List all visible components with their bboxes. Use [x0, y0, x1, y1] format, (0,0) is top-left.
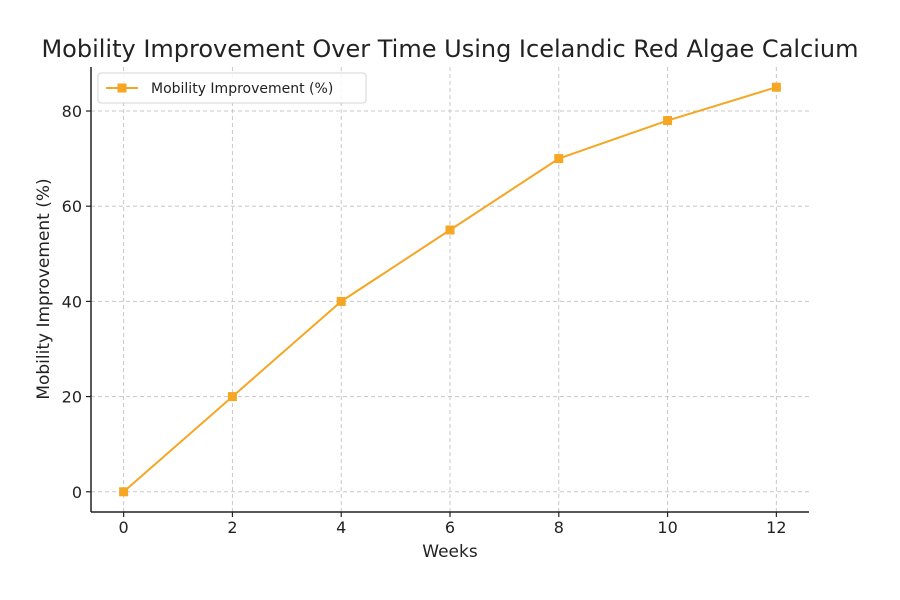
data-point — [336, 296, 346, 306]
legend-box — [97, 72, 367, 104]
y-tick-label: 60 — [62, 197, 82, 216]
data-point — [771, 82, 781, 92]
y-tick-label: 80 — [62, 102, 82, 121]
y-axis-label: Mobility Improvement (%) — [34, 178, 54, 399]
data-point — [445, 225, 455, 235]
y-tick-label: 20 — [62, 388, 82, 407]
x-tick-label: 4 — [336, 518, 346, 537]
x-tick-label: 2 — [227, 518, 237, 537]
series — [119, 82, 781, 497]
x-tick-label: 0 — [119, 518, 129, 537]
x-tick-label: 8 — [554, 518, 564, 537]
x-tick-label: 12 — [766, 518, 786, 537]
x-tick-label: 10 — [657, 518, 677, 537]
data-point — [227, 392, 237, 402]
data-point — [554, 154, 564, 164]
legend-marker — [117, 83, 127, 93]
y-tick-label: 40 — [62, 292, 82, 311]
legend-label: Mobility Improvement (%) — [151, 81, 333, 97]
tick-labels: 0 2 4 6 8 10 12 0 20 40 60 80 — [62, 102, 787, 537]
legend: Mobility Improvement (%) — [97, 72, 367, 104]
x-axis-label: Weeks — [422, 542, 478, 562]
axes — [86, 67, 809, 517]
data-point — [663, 116, 673, 126]
data-point — [119, 487, 129, 497]
y-tick-label: 0 — [72, 483, 82, 502]
grid — [91, 67, 809, 512]
x-tick-label: 6 — [445, 518, 455, 537]
chart-title: Mobility Improvement Over Time Using Ice… — [41, 35, 858, 63]
